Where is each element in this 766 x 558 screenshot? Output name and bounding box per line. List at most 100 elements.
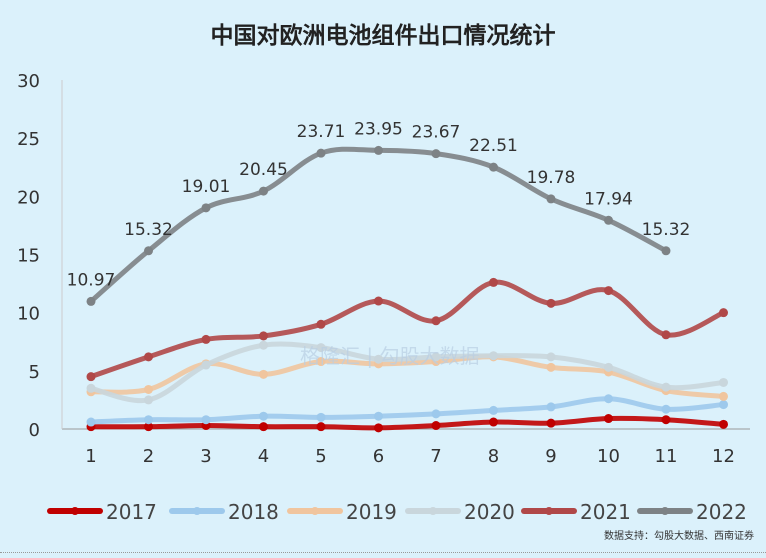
data-point-2022 bbox=[316, 148, 326, 158]
x-tick-label: 12 bbox=[712, 446, 735, 467]
data-label: 15.32 bbox=[642, 220, 691, 240]
x-tick-label: 8 bbox=[488, 446, 499, 467]
x-tick-label: 11 bbox=[655, 446, 678, 467]
data-label: 23.71 bbox=[297, 122, 346, 142]
data-label: 23.67 bbox=[412, 123, 461, 143]
data-point-2020 bbox=[201, 360, 211, 370]
data-point-2017 bbox=[431, 421, 441, 431]
legend-label-2021: 2021 bbox=[580, 500, 631, 524]
data-point-2022 bbox=[661, 246, 671, 256]
x-tick-label: 7 bbox=[430, 446, 441, 467]
data-point-2017 bbox=[144, 422, 153, 432]
x-tick-label: 2 bbox=[143, 446, 154, 467]
data-point-2018 bbox=[144, 415, 153, 425]
y-tick-label: 5 bbox=[29, 362, 40, 383]
data-point-2021 bbox=[86, 372, 96, 382]
y-tick-label: 15 bbox=[17, 246, 40, 267]
legend-marker-2017 bbox=[71, 507, 79, 515]
data-point-2022 bbox=[374, 145, 383, 155]
data-point-2021 bbox=[316, 319, 326, 329]
x-tick-label: 9 bbox=[545, 446, 556, 467]
data-point-2022 bbox=[259, 186, 268, 196]
data-point-2019 bbox=[259, 369, 268, 379]
data-label: 15.32 bbox=[124, 220, 173, 240]
series-line-2018 bbox=[88, 396, 726, 425]
x-tick-label: 5 bbox=[315, 446, 326, 467]
x-tick-label: 3 bbox=[200, 446, 211, 467]
series-line-2017 bbox=[88, 415, 726, 431]
data-point-2021 bbox=[604, 286, 613, 296]
legend-marker-2019 bbox=[311, 507, 319, 515]
data-point-2021 bbox=[661, 330, 671, 340]
data-label: 23.95 bbox=[354, 119, 403, 139]
data-point-2020 bbox=[661, 382, 671, 392]
legend-label-2022: 2022 bbox=[696, 500, 747, 524]
data-point-2022 bbox=[86, 296, 96, 306]
legend-label-2019: 2019 bbox=[346, 500, 397, 524]
data-point-2017 bbox=[661, 415, 671, 425]
data-point-2018 bbox=[86, 417, 96, 427]
data-label: 19.78 bbox=[527, 168, 576, 188]
data-point-2022 bbox=[144, 246, 153, 256]
data-point-2022 bbox=[201, 203, 211, 213]
data-label: 22.51 bbox=[469, 136, 518, 156]
legend-marker-2020 bbox=[429, 507, 437, 515]
y-tick-label: 30 bbox=[17, 71, 40, 92]
data-point-2017 bbox=[719, 419, 728, 429]
data-point-2018 bbox=[546, 402, 556, 412]
y-tick-label: 0 bbox=[29, 420, 40, 441]
legend-marker-2022 bbox=[661, 507, 669, 515]
data-point-2020 bbox=[604, 362, 613, 372]
source-note: 数据支持：勾股大数据、西南证券 bbox=[604, 531, 754, 542]
data-label: 10.97 bbox=[67, 270, 116, 290]
y-tick-label: 25 bbox=[17, 129, 40, 150]
data-point-2019 bbox=[316, 357, 326, 367]
x-tick-label: 1 bbox=[85, 446, 96, 467]
series-line-2022 bbox=[88, 146, 669, 304]
data-point-2018 bbox=[604, 394, 613, 404]
data-point-2018 bbox=[661, 404, 671, 414]
data-point-2018 bbox=[719, 400, 728, 410]
data-point-2017 bbox=[489, 417, 498, 427]
data-label: 19.01 bbox=[182, 177, 231, 197]
data-point-2021 bbox=[201, 334, 211, 344]
x-tick-label: 6 bbox=[373, 446, 384, 467]
data-point-2020 bbox=[431, 352, 441, 362]
legend-marker-2018 bbox=[193, 507, 201, 515]
data-point-2019 bbox=[719, 391, 728, 401]
data-point-2022 bbox=[431, 149, 441, 159]
data-point-2020 bbox=[316, 343, 326, 353]
data-point-2022 bbox=[546, 194, 556, 204]
data-point-2020 bbox=[374, 354, 383, 364]
data-point-2018 bbox=[431, 409, 441, 419]
data-point-2021 bbox=[374, 296, 383, 306]
data-point-2020 bbox=[489, 351, 498, 361]
legend-label-2018: 2018 bbox=[228, 500, 279, 524]
data-point-2017 bbox=[604, 414, 613, 424]
data-point-2019 bbox=[144, 384, 153, 394]
data-point-2022 bbox=[489, 162, 498, 172]
data-point-2020 bbox=[144, 395, 153, 405]
data-point-2018 bbox=[201, 415, 211, 425]
data-point-2017 bbox=[316, 422, 326, 432]
data-point-2020 bbox=[259, 340, 268, 350]
data-point-2020 bbox=[546, 352, 556, 362]
y-tick-label: 20 bbox=[17, 187, 40, 208]
data-point-2018 bbox=[374, 411, 383, 421]
data-point-2020 bbox=[719, 377, 728, 387]
data-point-2020 bbox=[86, 383, 96, 393]
data-point-2021 bbox=[144, 352, 153, 362]
data-point-2019 bbox=[546, 362, 556, 372]
data-point-2021 bbox=[546, 298, 556, 308]
data-point-2017 bbox=[259, 422, 268, 432]
data-label: 17.94 bbox=[584, 189, 633, 209]
data-label: 20.45 bbox=[239, 160, 288, 180]
data-point-2021 bbox=[259, 331, 268, 341]
divider bbox=[0, 552, 766, 553]
legend-marker-2021 bbox=[545, 507, 553, 515]
data-point-2021 bbox=[431, 316, 441, 326]
x-tick-label: 4 bbox=[258, 446, 269, 467]
x-tick-label: 10 bbox=[597, 446, 620, 467]
data-point-2017 bbox=[374, 423, 383, 433]
